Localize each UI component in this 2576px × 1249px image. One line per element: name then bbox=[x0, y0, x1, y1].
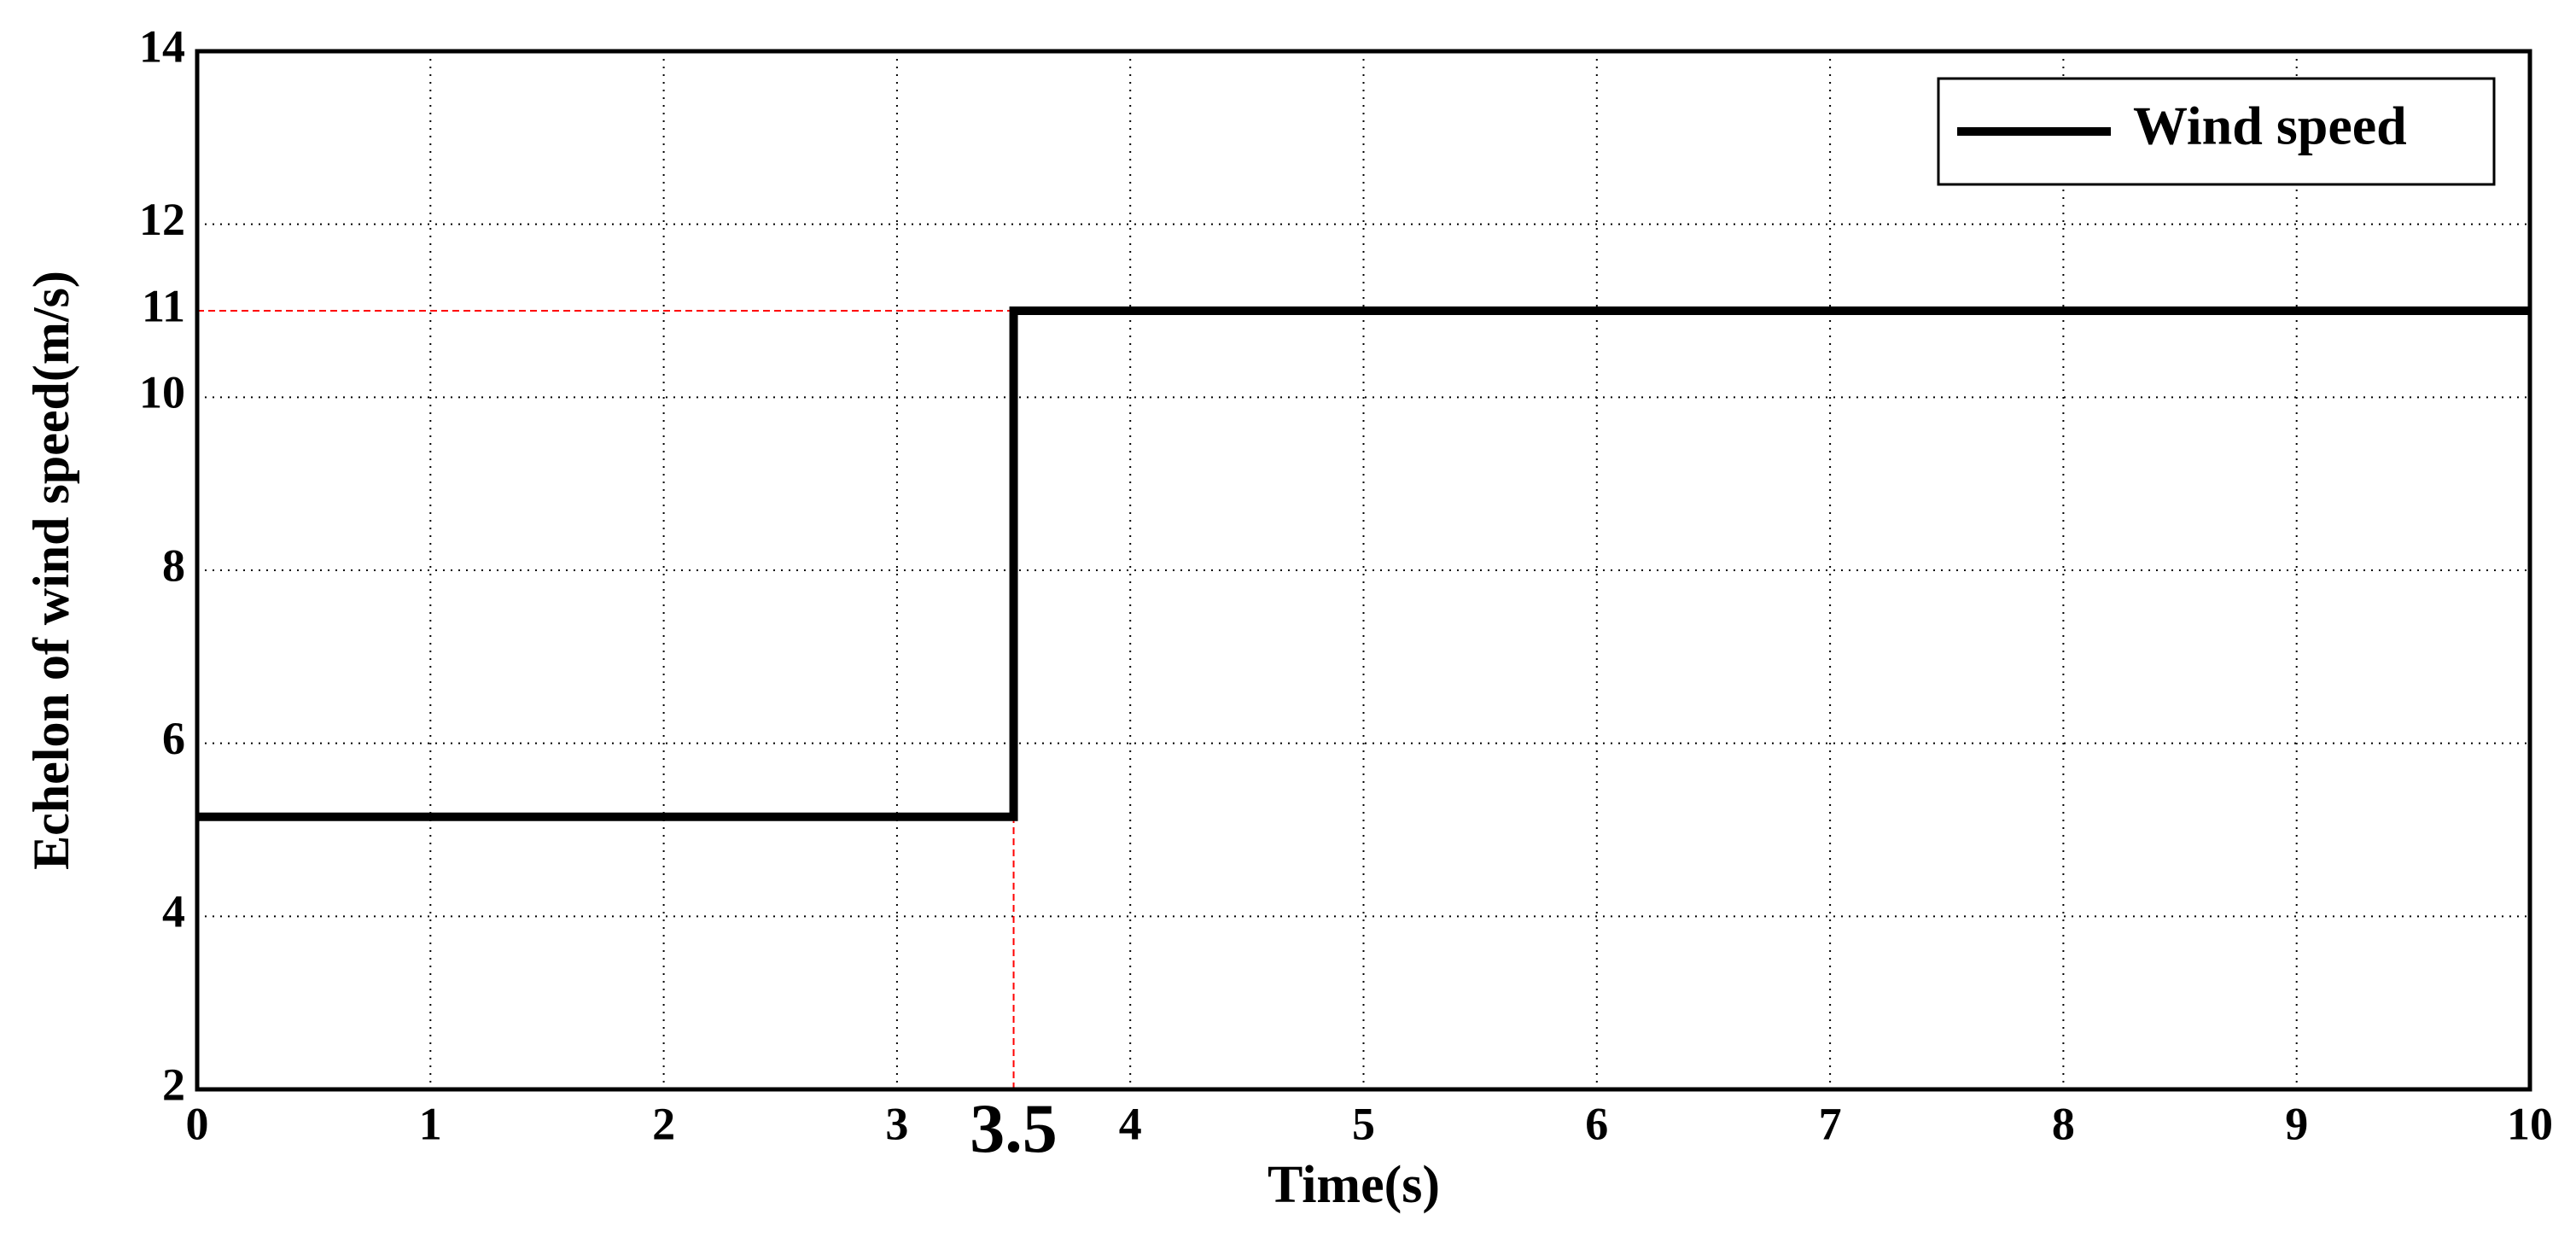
x-axis-label: Time(s) bbox=[1268, 1156, 1440, 1214]
x-tick-label: 3 bbox=[885, 1098, 908, 1149]
y-tick-label: 4 bbox=[162, 886, 185, 937]
y-tick-label: 10 bbox=[139, 367, 185, 418]
y-tick-label: 11 bbox=[142, 280, 185, 331]
x-tick-label: 0 bbox=[186, 1098, 209, 1149]
y-tick-label: 14 bbox=[139, 20, 185, 72]
x-tick-label: 9 bbox=[2285, 1098, 2308, 1149]
x-tick-label: 5 bbox=[1352, 1098, 1375, 1149]
y-tick-label: 12 bbox=[139, 194, 185, 245]
x-tick-label: 8 bbox=[2052, 1098, 2075, 1149]
x-tick-label: 10 bbox=[2507, 1098, 2553, 1149]
data-line bbox=[197, 306, 2530, 821]
x-tick-label: 6 bbox=[1585, 1098, 1608, 1149]
x-tick-label: 7 bbox=[1819, 1098, 1842, 1149]
x-tick-label: 1 bbox=[419, 1098, 442, 1149]
x-tick-label: 4 bbox=[1119, 1098, 1142, 1149]
y-tick-label: 2 bbox=[162, 1059, 185, 1110]
legend-label: Wind speed bbox=[2133, 96, 2407, 156]
y-tick-label: 8 bbox=[162, 540, 185, 591]
y-tick-label: 6 bbox=[162, 713, 185, 764]
x-tick-label: 2 bbox=[652, 1098, 675, 1149]
plot-frame bbox=[195, 49, 2532, 1092]
x-tick-label: 3.5 bbox=[970, 1089, 1058, 1167]
y-axis-label: Echelon of wind speed(m/s) bbox=[23, 271, 79, 870]
